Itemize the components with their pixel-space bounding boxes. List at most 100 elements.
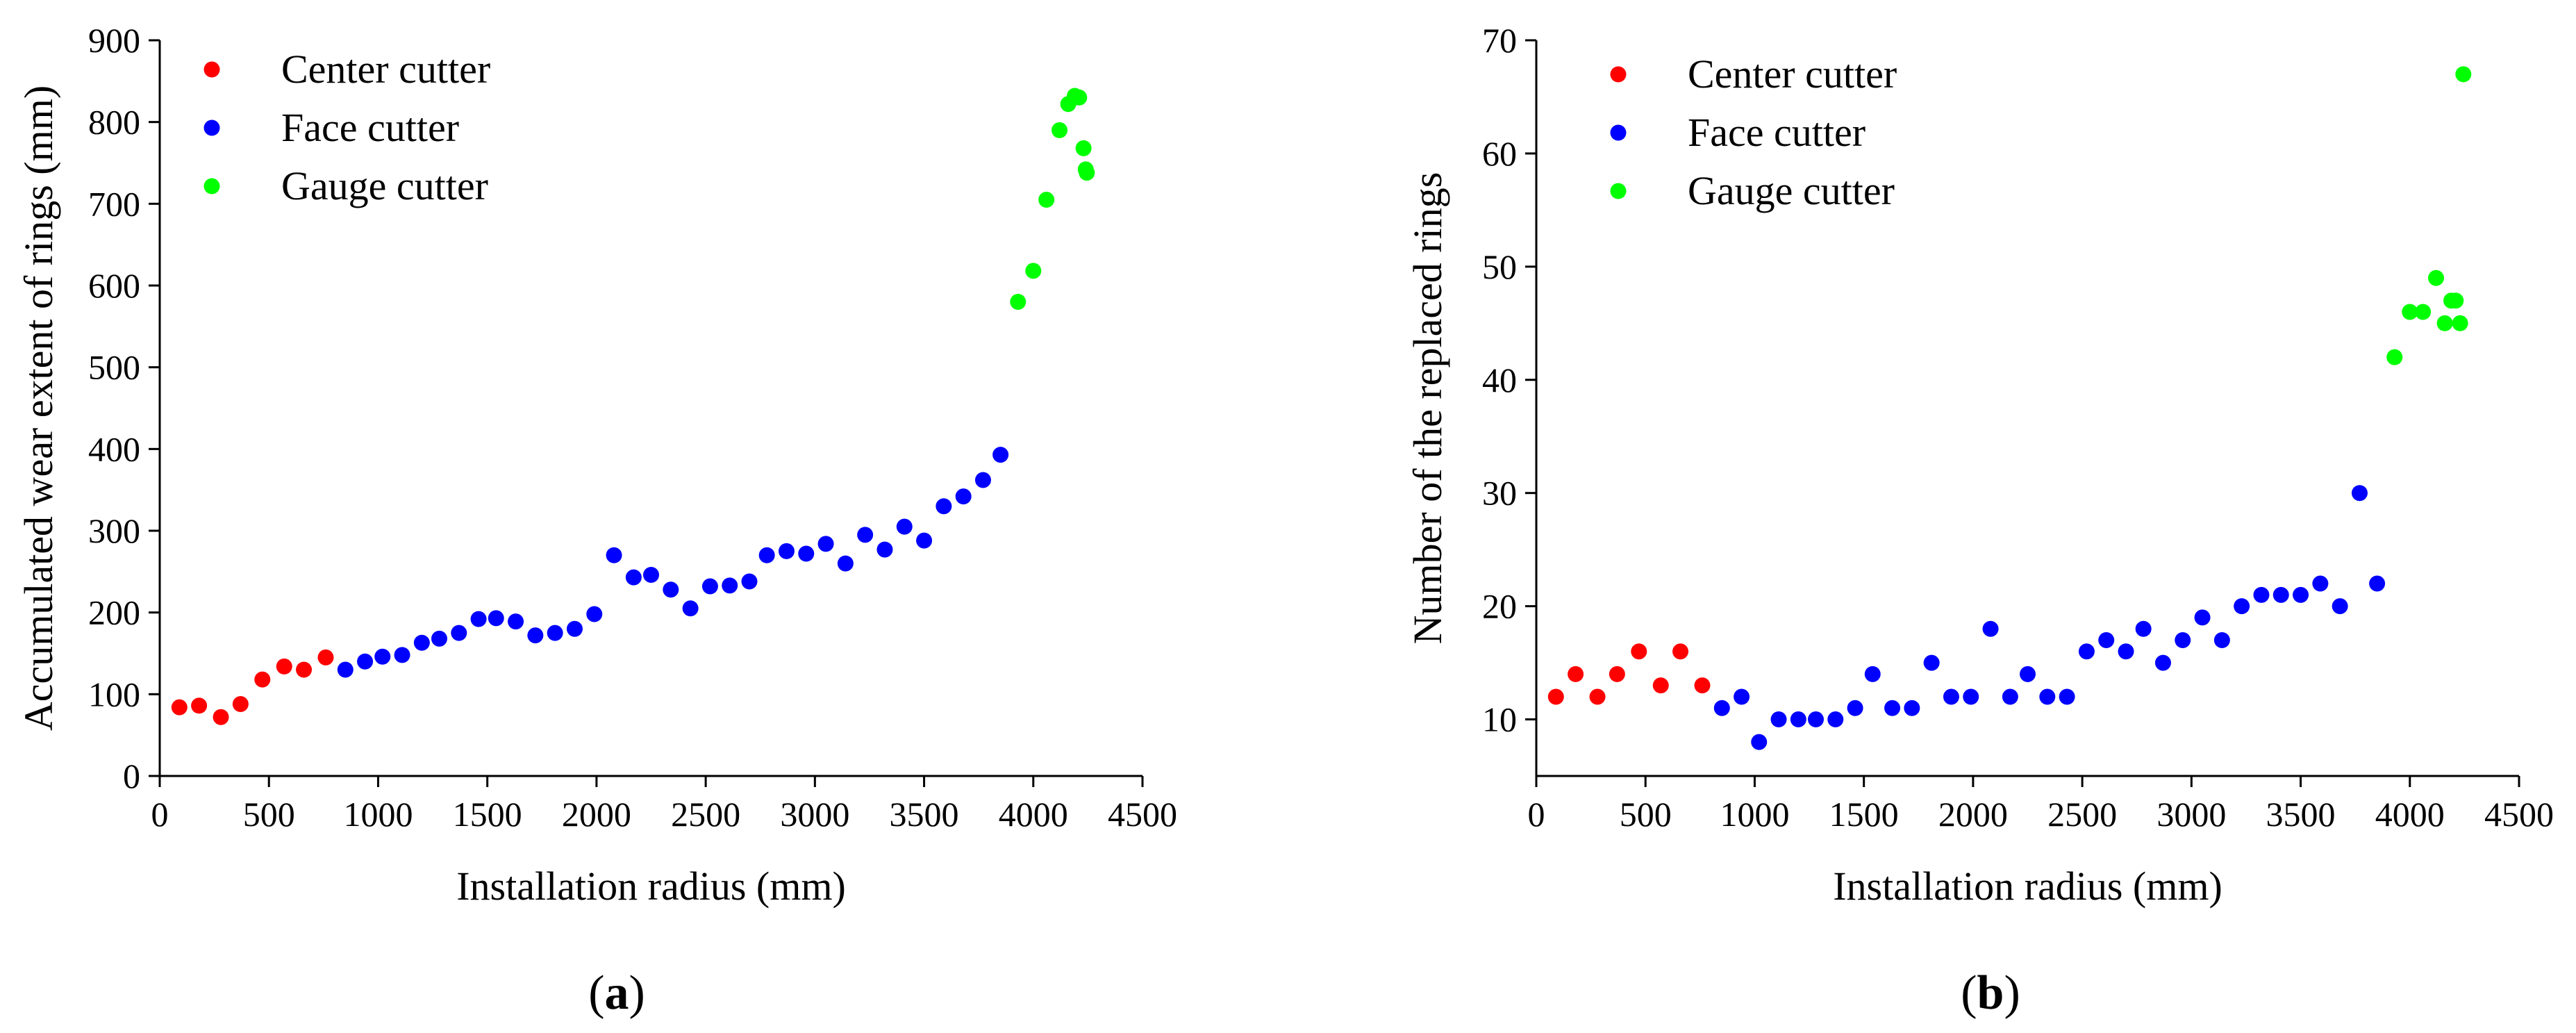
- panel-a-y-tick-label: 500: [88, 348, 140, 387]
- data-point: [701, 578, 718, 595]
- data-point: [566, 620, 583, 637]
- data-point: [2272, 586, 2289, 603]
- data-point: [2253, 586, 2270, 603]
- panel-a-x-tick-label: 4000: [999, 795, 1068, 834]
- panel-b-x-axis-title: Installation radius (mm): [1833, 863, 2222, 909]
- data-point: [2351, 485, 2368, 502]
- data-point: [1923, 654, 1940, 671]
- panel-a-x-tick-label: 1000: [343, 795, 413, 834]
- data-point: [2455, 66, 2472, 83]
- panel-a-series-gauge-cutter: [1010, 88, 1095, 311]
- panel-a-y-tick-label: 100: [88, 675, 140, 713]
- panel-b-x-tick-label: 4000: [2375, 795, 2445, 834]
- panel-a-y-tick-label: 800: [88, 103, 140, 142]
- data-point: [508, 613, 524, 630]
- data-point: [1071, 89, 1088, 106]
- panel-b-y-tick-label: 20: [1482, 587, 1517, 626]
- data-point: [2428, 270, 2445, 286]
- panel-b-y-tick-label: 40: [1482, 361, 1517, 399]
- panel-a-x-tick-label: 4500: [1108, 795, 1177, 834]
- data-point: [2039, 688, 2056, 705]
- panel-b-x-tick-label: 500: [1620, 795, 1672, 834]
- panel-a-x-tick-label: 2000: [562, 795, 631, 834]
- data-point: [1770, 711, 1787, 728]
- data-point: [1075, 140, 1092, 156]
- data-point: [1672, 643, 1689, 660]
- panel-a-legend-marker: [203, 119, 220, 136]
- data-point: [2059, 688, 2075, 705]
- panel-a-y-tick-label: 600: [88, 266, 140, 305]
- data-point: [337, 661, 354, 678]
- panel-a-legend-marker: [203, 178, 220, 195]
- panel-b-legend-marker: [1610, 124, 1627, 141]
- data-point: [1052, 122, 1068, 138]
- panel-b-x-tick-label: 2000: [1938, 795, 2008, 834]
- data-point: [955, 488, 972, 505]
- panel-a-legend-marker: [203, 61, 220, 78]
- data-point: [2098, 631, 2115, 648]
- panel-a-legend-label: Center cutter: [281, 47, 490, 92]
- data-point: [1751, 734, 1768, 750]
- panel-b-y-tick-label: 70: [1482, 21, 1517, 60]
- data-point: [663, 581, 679, 598]
- data-point: [171, 699, 188, 716]
- data-point: [1568, 666, 1584, 682]
- panel-a-x-tick-label: 1500: [453, 795, 522, 834]
- data-point: [817, 536, 834, 552]
- data-point: [2448, 292, 2464, 309]
- data-point: [758, 547, 775, 563]
- data-point: [1864, 666, 1881, 682]
- data-point: [2386, 349, 2403, 365]
- panel-b-series-center-cutter: [1547, 643, 1711, 705]
- data-point: [2332, 598, 2348, 615]
- panel-a-legend-label: Gauge cutter: [281, 163, 488, 208]
- data-point: [317, 649, 334, 666]
- data-point: [2312, 575, 2329, 592]
- data-point: [2194, 609, 2211, 626]
- data-point: [722, 577, 738, 594]
- data-point: [916, 532, 933, 549]
- data-point: [936, 498, 952, 515]
- data-point: [213, 709, 229, 725]
- panel-a-y-tick-label: 900: [88, 21, 140, 60]
- panel-a-series-center-cutter: [171, 649, 334, 725]
- data-point: [2078, 643, 2095, 660]
- panel-b-replaced-rings-chart: 0 500 1000 1500 2000 2500 3000 3500 4000 4500 10 20…: [1405, 21, 2554, 1020]
- panel-a-wear-extent-chart: 0 500 1000 1500 2000 2500 3000 3500 4000 4500 0 100…: [16, 21, 1177, 1020]
- panel-b-y-tick-label: 50: [1482, 247, 1517, 286]
- panel-b-y-tick-label: 10: [1482, 700, 1517, 739]
- panel-a-y-tick-label: 400: [88, 429, 140, 468]
- data-point: [1807, 711, 1824, 728]
- data-point: [2293, 586, 2309, 603]
- data-point: [1609, 666, 1625, 682]
- panel-b-x-tick-label: 2500: [2047, 795, 2117, 834]
- panel-b-legend-marker: [1610, 183, 1627, 199]
- data-point: [798, 545, 815, 562]
- panel-a-x-tick-label: 500: [243, 795, 295, 834]
- panel-b-x-tick-label: 1500: [1829, 795, 1899, 834]
- data-point: [2415, 304, 2432, 320]
- data-point: [1884, 700, 1901, 716]
- panel-b-series-face-cutter: [1713, 485, 2386, 750]
- data-point: [643, 567, 659, 584]
- data-point: [1010, 294, 1027, 311]
- data-point: [2118, 643, 2134, 660]
- data-point: [1904, 700, 1920, 716]
- data-point: [1038, 191, 1055, 208]
- data-point: [876, 541, 893, 558]
- data-point: [606, 547, 622, 563]
- data-point: [2135, 620, 2152, 637]
- data-point: [1547, 688, 1564, 705]
- data-point: [741, 573, 758, 590]
- data-point: [2154, 654, 2171, 671]
- panel-b-x-tick-label: 3500: [2266, 795, 2336, 834]
- data-point: [1827, 711, 1844, 728]
- panel-a-series-face-cutter: [337, 447, 1009, 678]
- data-point: [488, 610, 504, 627]
- data-point: [1847, 700, 1863, 716]
- data-point: [413, 634, 430, 651]
- panel-b-y-tick-label: 30: [1482, 474, 1517, 513]
- data-point: [1694, 677, 1711, 694]
- data-point: [625, 569, 642, 586]
